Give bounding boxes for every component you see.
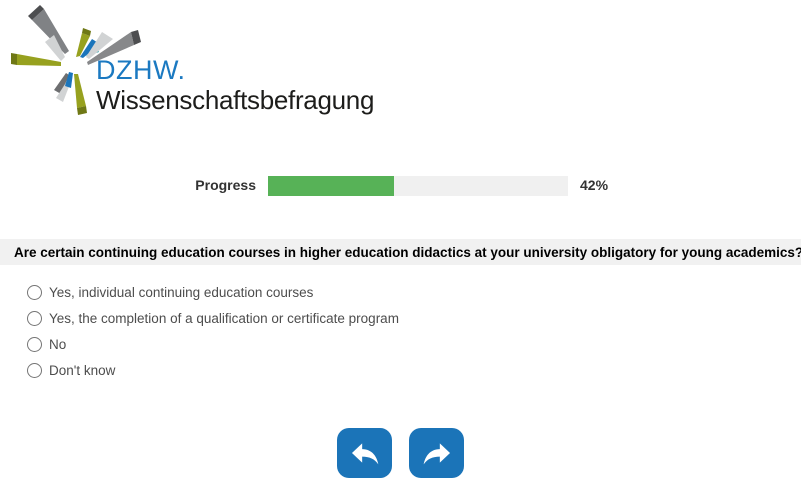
radio-button[interactable] bbox=[27, 336, 42, 352]
option-label: Don't know bbox=[49, 362, 116, 378]
forward-arrow-icon bbox=[423, 443, 450, 465]
question-header: Are certain continuing education courses… bbox=[0, 239, 801, 265]
app-logo: DZHW. Wissenschaftsbefragung bbox=[0, 0, 420, 140]
option-row-yes-individual[interactable]: Yes, individual continuing education cou… bbox=[0, 279, 801, 305]
radio-button[interactable] bbox=[27, 284, 42, 300]
navigation-buttons bbox=[0, 428, 801, 478]
progress-percent: 42% bbox=[580, 177, 609, 193]
radio-button[interactable] bbox=[27, 362, 42, 378]
answer-options: Yes, individual continuing education cou… bbox=[0, 279, 801, 383]
option-label: Yes, the completion of a qualification o… bbox=[49, 310, 399, 326]
progress-section: Progress 42% bbox=[0, 174, 801, 198]
starburst-logo-icon bbox=[11, 5, 141, 115]
option-row-no[interactable]: No bbox=[0, 331, 801, 357]
radio-button[interactable] bbox=[27, 310, 42, 326]
progress-label: Progress bbox=[195, 177, 256, 193]
back-button[interactable] bbox=[337, 428, 392, 478]
logo-subtitle-text: Wissenschaftsbefragung bbox=[96, 85, 375, 115]
question-text: Are certain continuing education courses… bbox=[14, 244, 801, 260]
option-label: No bbox=[49, 336, 67, 352]
progress-fill bbox=[268, 176, 394, 196]
option-row-dont-know[interactable]: Don't know bbox=[0, 357, 801, 383]
logo-brand-text: DZHW. bbox=[96, 55, 186, 85]
back-arrow-icon bbox=[351, 443, 378, 465]
progress-bar bbox=[268, 176, 568, 196]
option-label: Yes, individual continuing education cou… bbox=[49, 284, 314, 300]
option-row-yes-program[interactable]: Yes, the completion of a qualification o… bbox=[0, 305, 801, 331]
forward-button[interactable] bbox=[409, 428, 464, 478]
